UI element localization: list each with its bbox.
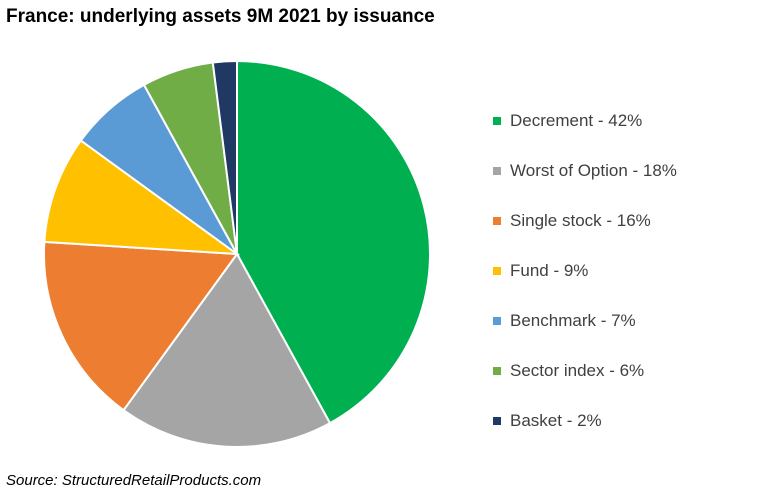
pie-slice-basket bbox=[211, 59, 238, 255]
legend-swatch bbox=[493, 167, 501, 175]
legend-swatch bbox=[493, 317, 501, 325]
legend-label: Basket - 2% bbox=[510, 411, 602, 430]
legend-label: Fund - 9% bbox=[510, 261, 589, 280]
legend-item: Basket - 2% bbox=[493, 396, 763, 446]
legend-item: Benchmark - 7% bbox=[493, 296, 763, 346]
legend-swatch bbox=[493, 117, 501, 125]
legend-swatch bbox=[493, 417, 501, 425]
legend-swatch bbox=[493, 217, 501, 225]
legend-item: Fund - 9% bbox=[493, 246, 763, 296]
pie-slices bbox=[43, 59, 431, 448]
source-note: Source: StructuredRetailProducts.com bbox=[6, 472, 262, 489]
legend-item: Worst of Option - 18% bbox=[493, 146, 763, 196]
pie-slice-fund bbox=[43, 139, 241, 256]
legend-item: Sector index - 6% bbox=[493, 346, 763, 396]
legend-label: Worst of Option - 18% bbox=[510, 161, 677, 180]
legend-label: Sector index - 6% bbox=[510, 361, 645, 380]
legend-swatch bbox=[493, 267, 501, 275]
pie-slice-single-stock bbox=[43, 240, 239, 412]
legend-label: Benchmark - 7% bbox=[510, 311, 636, 330]
legend: Decrement - 42% Worst of Option - 18% Sing… bbox=[493, 96, 763, 446]
pie-slice-decrement bbox=[236, 59, 431, 425]
legend-item: Single stock - 16% bbox=[493, 196, 763, 246]
chart-title: France: underlying assets 9M 2021 by iss… bbox=[6, 6, 435, 27]
legend-label: Single stock - 16% bbox=[510, 211, 651, 230]
legend-label: Decrement - 42% bbox=[510, 111, 643, 130]
legend-item: Decrement - 42% bbox=[493, 96, 763, 146]
legend-swatch bbox=[493, 367, 501, 375]
pie-slice-worst-of-option bbox=[122, 252, 332, 448]
